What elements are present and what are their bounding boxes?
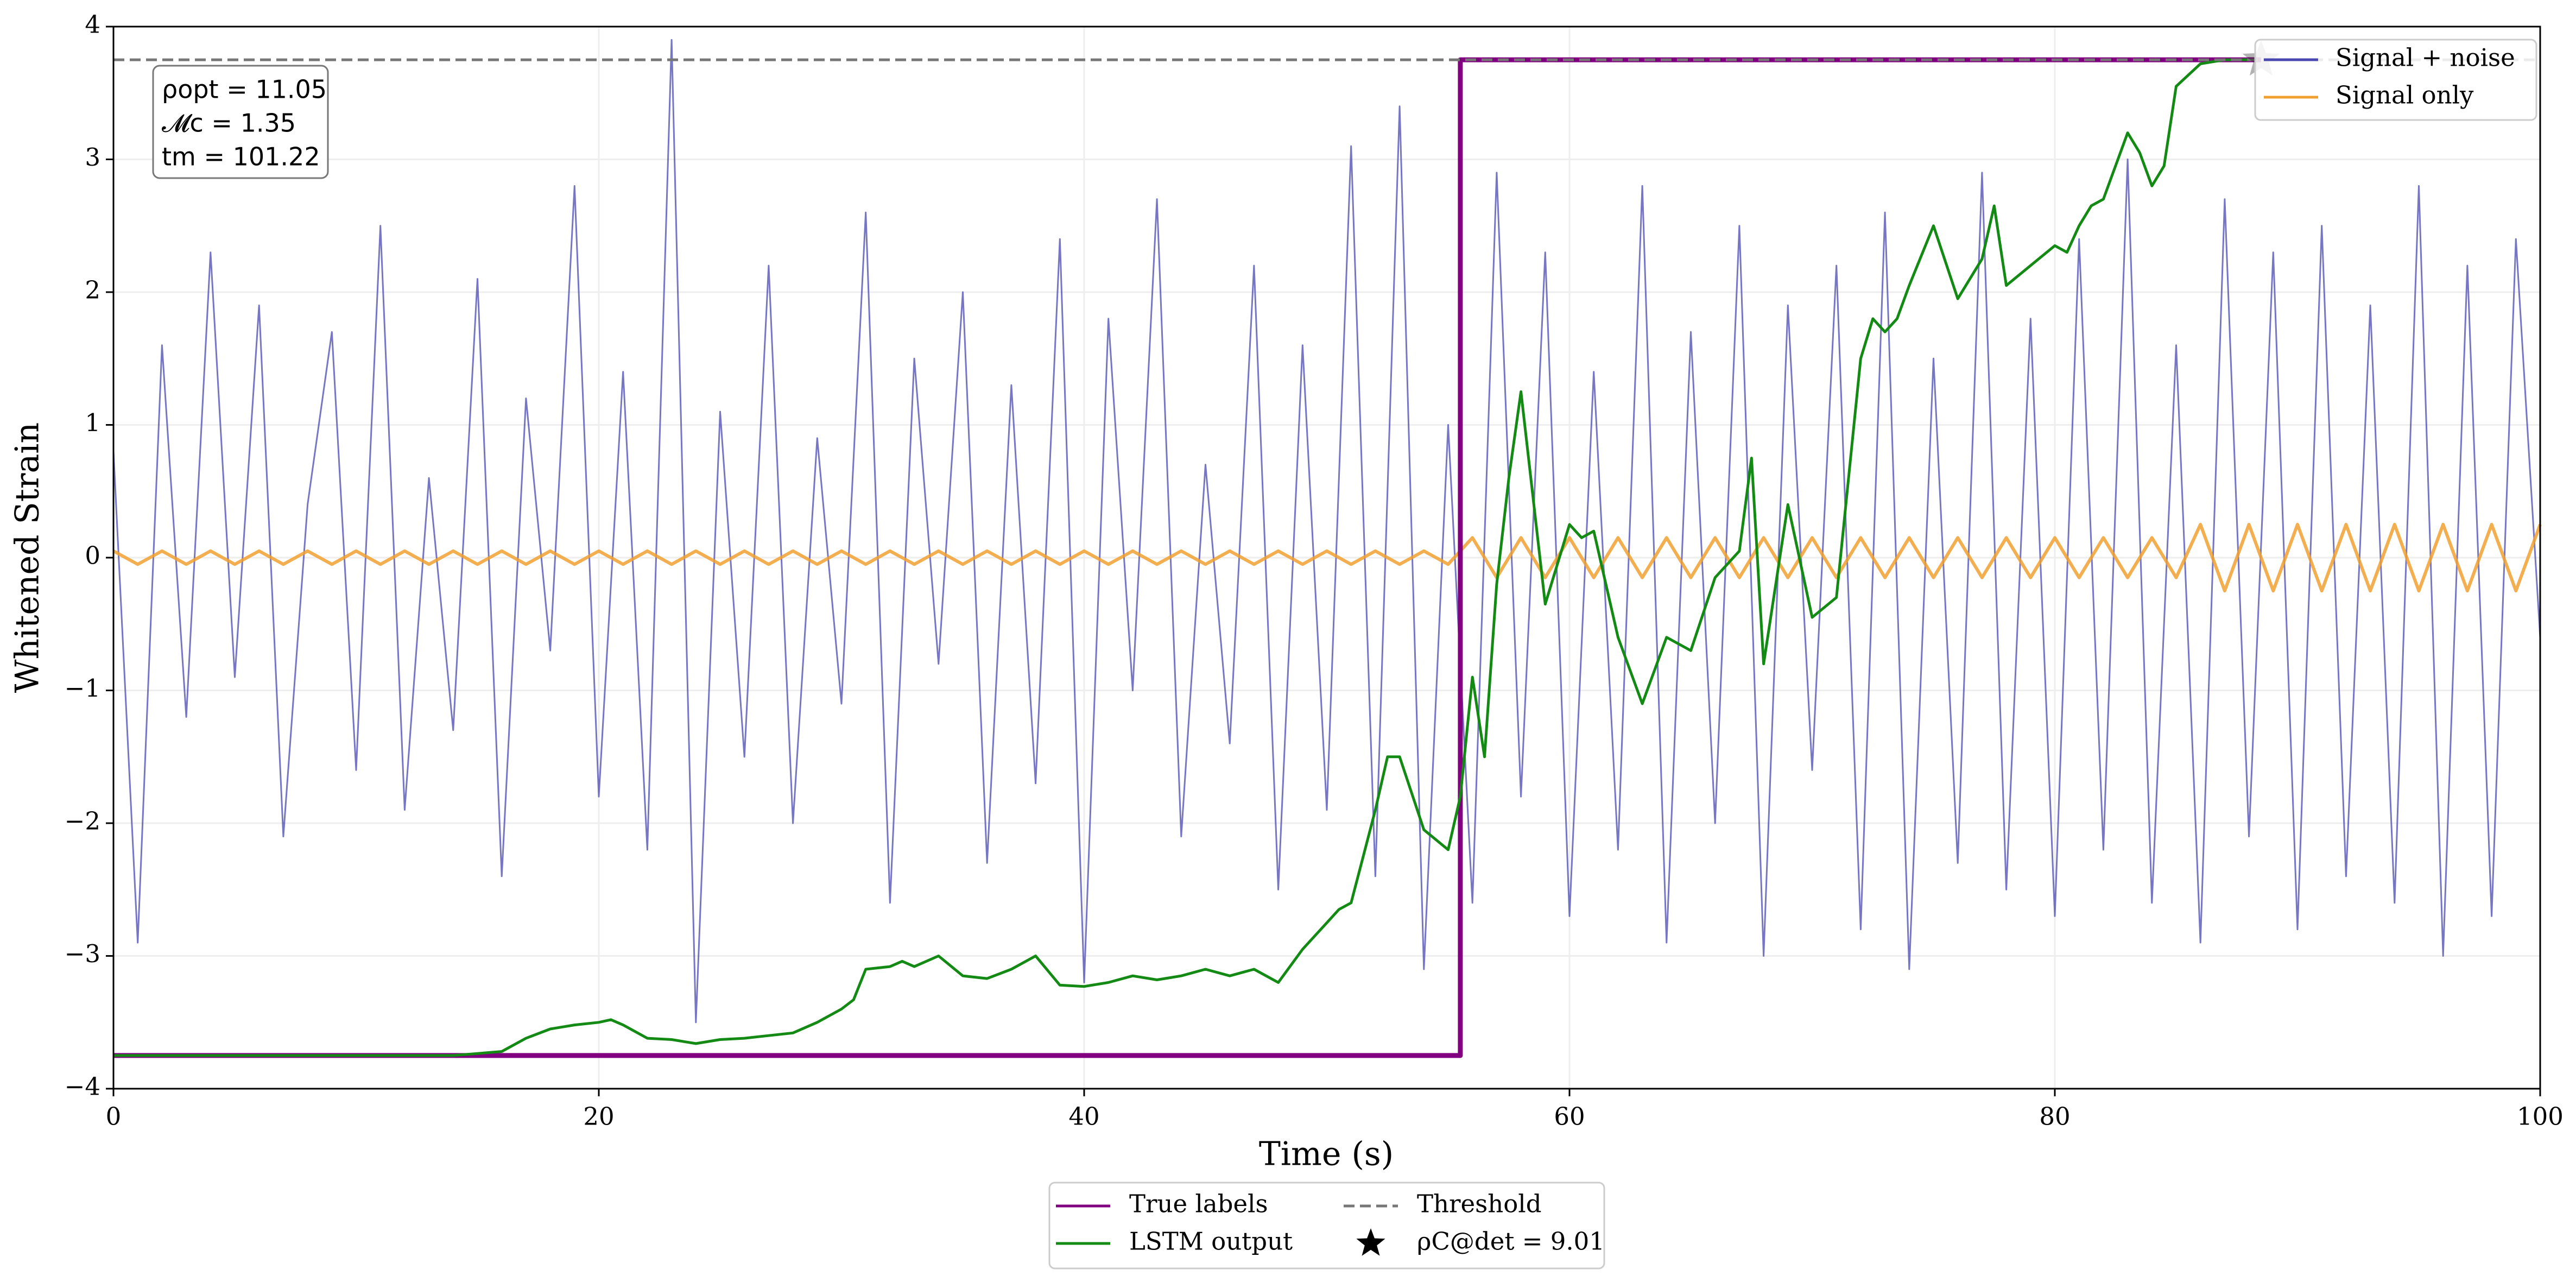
legend-box xyxy=(1048,1182,1605,1270)
legend-label: ρC@det = 9.01 xyxy=(1417,1227,1605,1256)
annotation-box xyxy=(152,65,329,179)
legend-swatch xyxy=(1356,1228,1385,1256)
y-axis-label: Whitened Strain xyxy=(9,422,47,693)
series-line xyxy=(112,522,2542,593)
y-tick-label: 3 xyxy=(85,143,100,172)
annotation-text: ρopt = 11.05 xyxy=(162,75,327,104)
y-tick-label: −4 xyxy=(65,1072,100,1101)
x-tick-label: 80 xyxy=(2039,1102,2070,1131)
series-line xyxy=(112,39,2541,1024)
annotation-text: 𝓜c = 1.35 xyxy=(162,109,296,138)
series-line xyxy=(113,58,2249,1057)
legend-label: Signal only xyxy=(2336,81,2474,110)
y-tick-label: −1 xyxy=(65,674,100,703)
annotation: ρopt = 11.05 𝓜c = 1.35 tm = 101.22 xyxy=(152,65,329,179)
x-tick-label: 100 xyxy=(2517,1102,2564,1131)
legend-label: Signal + noise xyxy=(2336,43,2515,72)
annotation-text: tm = 101.22 xyxy=(162,142,320,172)
y-tick-label: −3 xyxy=(65,939,100,968)
y-tick-label: −2 xyxy=(65,807,100,836)
x-tick-label: 60 xyxy=(1554,1102,1585,1131)
plot-frame xyxy=(112,26,2541,1090)
legend-box xyxy=(2254,39,2537,121)
x-tick-label: 0 xyxy=(106,1102,122,1131)
y-tick-label: 0 xyxy=(85,541,100,570)
legend-label: LSTM output xyxy=(1129,1227,1293,1256)
legend-label: Threshold xyxy=(1417,1190,1542,1218)
y-tick-label: 2 xyxy=(85,276,100,305)
x-tick-label: 20 xyxy=(583,1102,614,1131)
y-tick-label: 1 xyxy=(85,408,100,437)
x-tick-label: 40 xyxy=(1068,1102,1099,1131)
legend-label: True labels xyxy=(1129,1190,1268,1218)
x-axis-label: Time (s) xyxy=(1259,1135,1394,1173)
y-tick-label: 4 xyxy=(85,10,100,39)
